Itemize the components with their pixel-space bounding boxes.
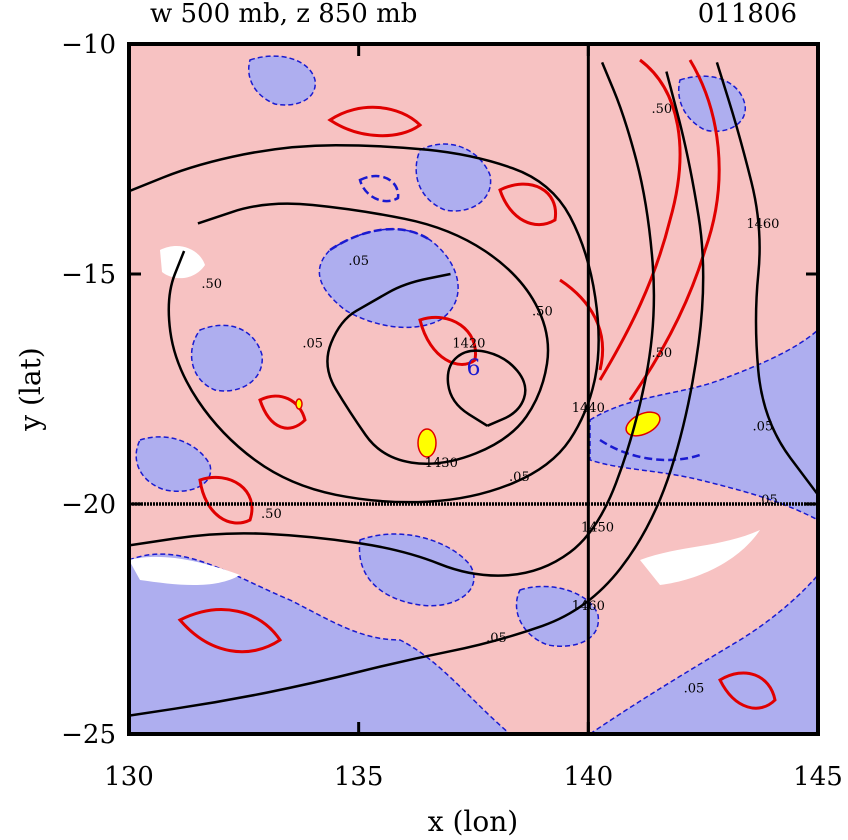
descent-regions (129, 55, 818, 734)
descent-region (589, 329, 818, 521)
w500-contour-labels: .05.05.50.05.05.05.05.05.50.50.50.50 (201, 102, 777, 697)
y-tick-label: −15 (61, 260, 116, 290)
x-tick-label: 140 (564, 762, 614, 792)
w500-contour-label: .50 (651, 102, 672, 117)
z850-contour (197, 202, 550, 465)
descent-region (415, 143, 492, 212)
w500-contour-label: .05 (302, 337, 323, 352)
z850-contour-label: 1420 (452, 337, 485, 352)
w500-contour-label: .05 (348, 254, 369, 269)
w500-contour-label: .50 (201, 277, 222, 292)
descent-region (515, 585, 600, 647)
y-axis-ticks: −10 −15 −20 −25 (61, 30, 818, 750)
w500-negative-contour (329, 227, 431, 252)
descent-region (129, 553, 512, 734)
w500-contour-label: .05 (486, 631, 507, 646)
plot-area: 142014301440145014601460 .05.05.50.05.05… (129, 44, 818, 734)
neutral-region (160, 245, 205, 279)
z850-contour (129, 71, 705, 717)
z850-contour (129, 61, 656, 577)
z850-contour-label: 1430 (425, 456, 458, 471)
w500-contour-label: .50 (651, 346, 672, 361)
x-axis-label: x (lon) (428, 805, 518, 838)
strong-ascent-region (417, 428, 437, 458)
x-tick-label: 130 (104, 762, 154, 792)
descent-region (190, 324, 263, 392)
w500-contour-label: .05 (684, 682, 705, 697)
w500-positive-contour (327, 105, 423, 138)
w500-positive-contour (628, 59, 721, 401)
descent-region (358, 533, 475, 607)
y-tick-label: −20 (61, 490, 116, 520)
w500-positive-contour (598, 58, 682, 381)
w500-positive-contour (198, 475, 254, 525)
w500-positive-contour (498, 182, 557, 226)
w500-negative-contour (358, 174, 400, 203)
w500-contour-label: .05 (509, 470, 530, 485)
z850-contour-label: 1460 (746, 217, 779, 232)
chart-title-left: w 500 mb, z 850 mb (150, 0, 417, 29)
neutral-region (129, 556, 240, 585)
chart-title-right: 011806 (698, 0, 797, 29)
x-tick-label: 135 (334, 762, 384, 792)
x-axis-ticks: 130 135 140 145 (104, 44, 843, 792)
w500-contour-label: .50 (261, 507, 282, 522)
descent-region (678, 75, 746, 132)
z850-contour (446, 349, 527, 427)
w500-negative-contour (599, 438, 701, 462)
w500-contour-label: .50 (532, 304, 553, 319)
w500-positive-contour (258, 394, 307, 430)
w500-contour-label: .05 (753, 419, 774, 434)
z850-contour-label: 1450 (581, 521, 614, 536)
w500-positive-contours (177, 58, 777, 710)
w500-positive-contour (177, 608, 283, 654)
z850-contour (715, 62, 818, 496)
neutral-regions (129, 245, 760, 585)
descent-region (248, 55, 316, 106)
x-tick-label: 145 (793, 762, 843, 792)
neutral-region (640, 530, 760, 585)
w500-positive-contour (718, 671, 777, 710)
plot-frame (127, 42, 820, 736)
w500-positive-contour (559, 278, 605, 371)
y-axis-label: y (lat) (14, 347, 47, 431)
strong-ascent-region (295, 398, 303, 410)
z850-contour (129, 143, 600, 504)
y-tick-label: −25 (61, 720, 116, 750)
w500-positive-contour (418, 315, 477, 366)
w500-negative-contours (329, 174, 701, 462)
descent-region (588, 573, 818, 734)
vorticity-marker: 6 (467, 356, 481, 381)
y-tick-label: −10 (61, 30, 116, 60)
